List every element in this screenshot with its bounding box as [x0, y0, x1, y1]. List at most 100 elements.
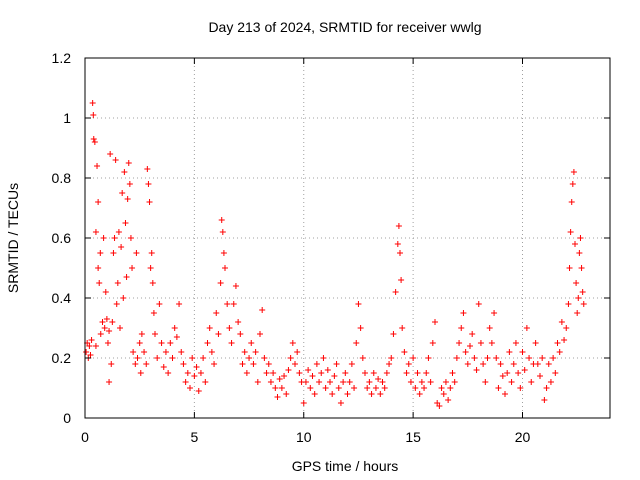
data-point: [375, 376, 382, 382]
data-point: [88, 337, 95, 343]
data-point: [243, 370, 250, 376]
data-point: [467, 343, 473, 349]
data-point: [263, 370, 270, 376]
data-point: [235, 319, 242, 325]
data-point: [103, 316, 110, 322]
data-point: [123, 274, 130, 280]
y-tick-label: 0: [63, 410, 71, 426]
data-point: [568, 199, 575, 205]
data-point: [287, 355, 294, 361]
data-point: [526, 355, 533, 361]
data-point: [106, 328, 113, 334]
data-point: [121, 169, 128, 175]
data-point: [257, 331, 263, 337]
data-point: [405, 361, 412, 367]
data-point: [195, 388, 202, 394]
data-point: [232, 283, 239, 289]
data-point: [94, 163, 101, 169]
data-point: [346, 379, 353, 385]
data-point: [117, 325, 123, 331]
data-point: [204, 340, 211, 346]
data-point: [491, 310, 498, 316]
y-tick-label: 0.2: [52, 350, 72, 366]
data-point: [97, 250, 104, 256]
data-point: [324, 367, 331, 373]
data-point: [423, 370, 430, 376]
data-point: [421, 385, 428, 391]
data-point: [110, 250, 117, 256]
data-point: [154, 355, 161, 361]
data-point: [322, 385, 329, 391]
chart-title: Day 213 of 2024, SRMTID for receiver wwl…: [208, 19, 481, 35]
data-point: [191, 373, 198, 379]
data-point: [456, 340, 463, 346]
data-point: [160, 364, 167, 370]
data-point: [372, 385, 379, 391]
data-point: [477, 340, 484, 346]
data-point: [565, 301, 572, 307]
data-point: [340, 379, 347, 385]
data-point: [276, 376, 283, 382]
data-point: [355, 301, 362, 307]
data-point: [254, 379, 261, 385]
data-point: [113, 301, 120, 307]
data-point: [366, 379, 373, 385]
data-point: [368, 391, 375, 397]
data-point: [122, 220, 129, 226]
data-point: [95, 199, 102, 205]
data-point: [577, 235, 584, 241]
data-point: [114, 280, 121, 286]
data-point: [537, 373, 543, 379]
data-point: [91, 139, 98, 145]
data-point: [141, 349, 148, 355]
data-point: [517, 385, 524, 391]
data-point: [197, 370, 204, 376]
data-point: [104, 340, 111, 346]
data-point: [566, 265, 573, 271]
data-point: [486, 325, 493, 331]
data-point: [506, 349, 513, 355]
data-point: [296, 370, 303, 376]
data-point: [219, 229, 226, 235]
data-point: [136, 340, 143, 346]
data-point: [383, 370, 390, 376]
data-point: [458, 325, 465, 331]
data-point: [144, 166, 151, 172]
data-point: [90, 112, 97, 118]
data-point: [246, 355, 253, 361]
data-point: [182, 379, 189, 385]
data-point: [510, 361, 517, 367]
data-point: [107, 151, 114, 157]
data-point: [545, 361, 552, 367]
data-point: [211, 361, 218, 367]
data-point: [217, 280, 224, 286]
data-point: [532, 340, 539, 346]
data-point: [519, 349, 526, 355]
data-point: [331, 373, 338, 379]
data-point: [392, 289, 399, 295]
x-tick-label: 10: [296, 429, 312, 445]
y-axis-label: SRMTID / TECUs: [5, 183, 21, 293]
data-point: [302, 379, 309, 385]
data-point: [178, 349, 185, 355]
data-point: [504, 370, 511, 376]
data-point: [362, 370, 368, 376]
data-point: [101, 325, 108, 331]
data-point: [335, 385, 342, 391]
data-point: [281, 373, 288, 379]
tick-labels: 0 0.2 0.4 0.6 0.8 1 1.2 0 5 10 15 20: [52, 50, 531, 445]
data-point: [388, 355, 395, 361]
data-point: [99, 319, 106, 325]
data-point: [250, 361, 257, 367]
data-point: [574, 310, 581, 316]
x-tick-label: 15: [405, 429, 421, 445]
data-point: [471, 355, 478, 361]
y-tick-label: 0.8: [52, 170, 72, 186]
data-point: [429, 340, 436, 346]
data-point: [381, 385, 388, 391]
data-point: [133, 250, 140, 256]
data-point: [561, 337, 568, 343]
data-point: [410, 355, 417, 361]
data-point: [156, 301, 163, 307]
